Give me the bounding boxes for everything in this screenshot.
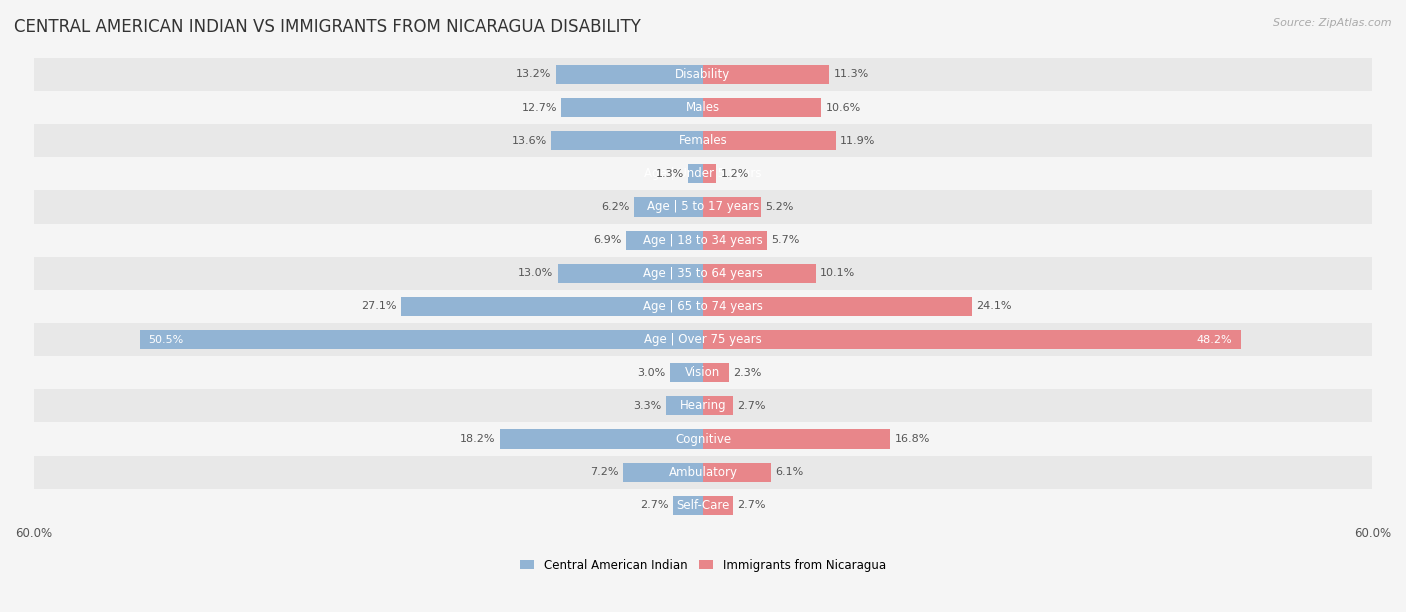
Bar [139,330,703,349]
Text: 2.3%: 2.3% [733,368,762,378]
Bar [634,198,703,217]
Text: 48.2%: 48.2% [1197,335,1232,345]
Bar [703,297,972,316]
Text: 50.5%: 50.5% [149,335,184,345]
Text: 6.9%: 6.9% [593,235,621,245]
Bar [34,256,1372,290]
Text: 6.1%: 6.1% [776,467,804,477]
Text: 24.1%: 24.1% [976,302,1012,312]
Text: 11.9%: 11.9% [841,136,876,146]
Bar [703,198,761,217]
Bar [703,264,815,283]
Bar [561,98,703,117]
Text: 1.2%: 1.2% [721,169,749,179]
Text: Age | 35 to 64 years: Age | 35 to 64 years [643,267,763,280]
Bar [34,290,1372,323]
Text: CENTRAL AMERICAN INDIAN VS IMMIGRANTS FROM NICARAGUA DISABILITY: CENTRAL AMERICAN INDIAN VS IMMIGRANTS FR… [14,18,641,36]
Bar [34,489,1372,522]
Bar [34,157,1372,190]
Text: Cognitive: Cognitive [675,433,731,446]
Text: 6.2%: 6.2% [600,202,630,212]
Text: Hearing: Hearing [679,400,727,412]
Text: 2.7%: 2.7% [738,500,766,510]
Text: Females: Females [679,134,727,147]
Bar [703,330,1240,349]
Text: 5.7%: 5.7% [770,235,800,245]
Bar [703,430,890,449]
Bar [703,231,766,250]
Bar [703,131,835,151]
Bar [666,396,703,416]
Bar [558,264,703,283]
Bar [703,98,821,117]
Text: 13.2%: 13.2% [516,69,551,80]
Bar [703,65,830,84]
Text: Age | 65 to 74 years: Age | 65 to 74 years [643,300,763,313]
Text: 12.7%: 12.7% [522,103,557,113]
Legend: Central American Indian, Immigrants from Nicaragua: Central American Indian, Immigrants from… [520,559,886,572]
Text: Age | 5 to 17 years: Age | 5 to 17 years [647,201,759,214]
Text: 16.8%: 16.8% [894,434,931,444]
Text: Vision: Vision [685,366,721,379]
Bar [703,164,717,184]
Text: Self-Care: Self-Care [676,499,730,512]
Text: 1.3%: 1.3% [655,169,685,179]
Bar [34,58,1372,91]
Bar [703,463,770,482]
Text: 27.1%: 27.1% [361,302,396,312]
Bar [689,164,703,184]
Bar [34,91,1372,124]
Text: Source: ZipAtlas.com: Source: ZipAtlas.com [1274,18,1392,28]
Text: 3.3%: 3.3% [634,401,662,411]
Text: 2.7%: 2.7% [738,401,766,411]
Text: 10.6%: 10.6% [825,103,860,113]
Text: 2.7%: 2.7% [640,500,668,510]
Bar [34,422,1372,455]
Text: Age | Under 5 years: Age | Under 5 years [644,167,762,181]
Bar [703,496,733,515]
Text: Disability: Disability [675,68,731,81]
Bar [34,124,1372,157]
Bar [551,131,703,151]
Text: Ambulatory: Ambulatory [668,466,738,479]
Bar [34,223,1372,256]
Bar [673,496,703,515]
Text: Age | Over 75 years: Age | Over 75 years [644,333,762,346]
Text: 3.0%: 3.0% [637,368,665,378]
Text: 10.1%: 10.1% [820,268,855,278]
Bar [623,463,703,482]
Text: 11.3%: 11.3% [834,69,869,80]
Bar [703,363,728,382]
Bar [703,396,733,416]
Bar [501,430,703,449]
Bar [401,297,703,316]
Text: 13.0%: 13.0% [519,268,554,278]
Text: 13.6%: 13.6% [512,136,547,146]
Bar [669,363,703,382]
Text: Males: Males [686,101,720,114]
Bar [34,455,1372,489]
Bar [626,231,703,250]
Text: Age | 18 to 34 years: Age | 18 to 34 years [643,234,763,247]
Bar [34,323,1372,356]
Bar [34,389,1372,422]
Text: 5.2%: 5.2% [765,202,794,212]
Text: 18.2%: 18.2% [460,434,495,444]
Bar [34,190,1372,223]
Text: 7.2%: 7.2% [589,467,619,477]
Bar [555,65,703,84]
Bar [34,356,1372,389]
